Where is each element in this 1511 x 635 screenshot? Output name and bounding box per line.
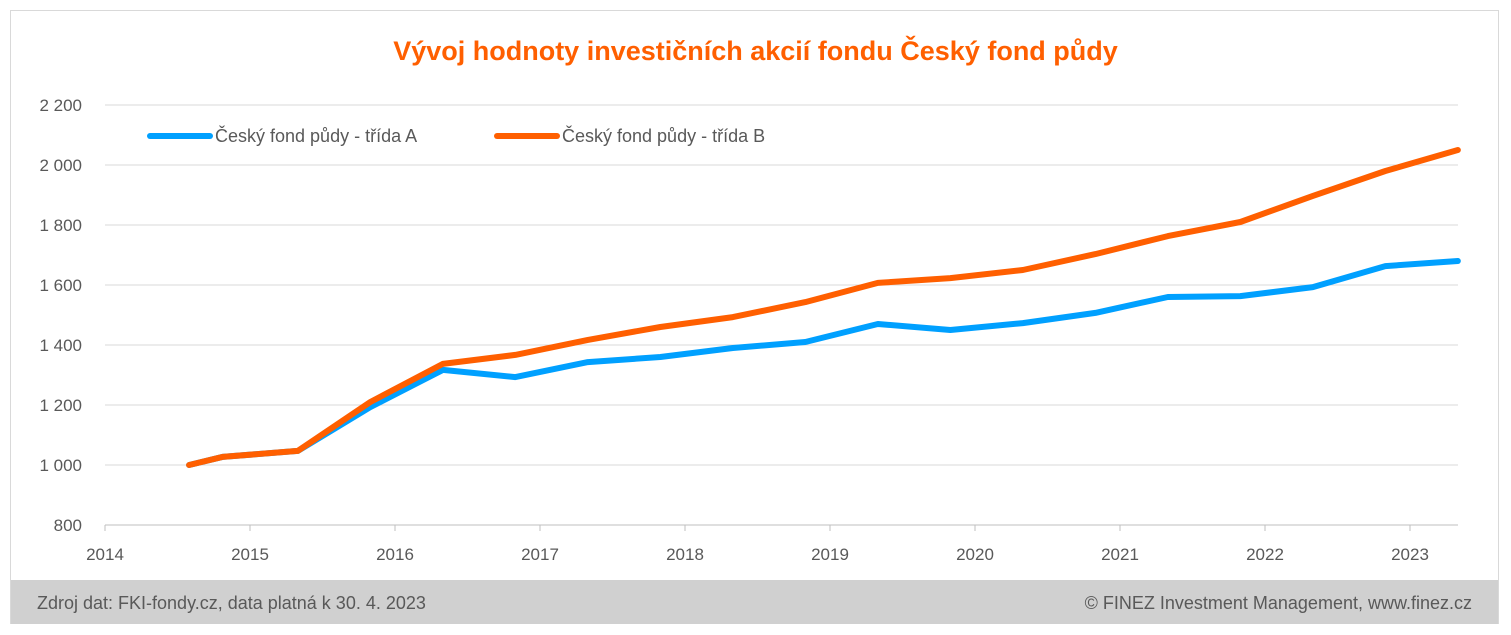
x-tick-label: 2015 [231,545,269,564]
series-line-a [186,258,1461,468]
x-tick-label: 2022 [1246,545,1284,564]
x-tick-label: 2017 [521,545,559,564]
y-tick-label: 2 200 [39,96,82,115]
y-tick-label: 1 600 [39,276,82,295]
footer-bar: Zdroj dat: FKI-fondy.cz, data platná k 3… [11,580,1498,624]
copyright-note: © FINEZ Investment Management, www.finez… [1084,593,1472,613]
x-tick-label: 2014 [86,545,124,564]
x-tick-label: 2019 [811,545,849,564]
y-tick-label: 1 200 [39,396,82,415]
y-tick-label: 1 800 [39,216,82,235]
y-tick-label: 800 [54,516,82,535]
line-chart: 800 1 000 1 200 1 400 1 600 1 800 2 000 2 200 20… [39,96,1461,564]
x-tick-label: 2021 [1101,545,1139,564]
x-tick-label: 2016 [376,545,414,564]
series-line-b [186,147,1461,468]
y-tick-label: 1 000 [39,456,82,475]
chart-title: Vývoj hodnoty investičních akcií fondu Č… [393,36,1118,66]
y-tick-label: 2 000 [39,156,82,175]
source-note: Zdroj dat: FKI-fondy.cz, data platná k 3… [37,593,426,613]
legend-label: Český fond půdy - třída A [215,125,417,146]
x-tick-label: 2023 [1391,545,1429,564]
x-tick-label: 2018 [666,545,704,564]
x-tick-label: 2020 [956,545,994,564]
legend-label: Český fond půdy - třída B [562,125,765,146]
y-tick-label: 1 400 [39,336,82,355]
